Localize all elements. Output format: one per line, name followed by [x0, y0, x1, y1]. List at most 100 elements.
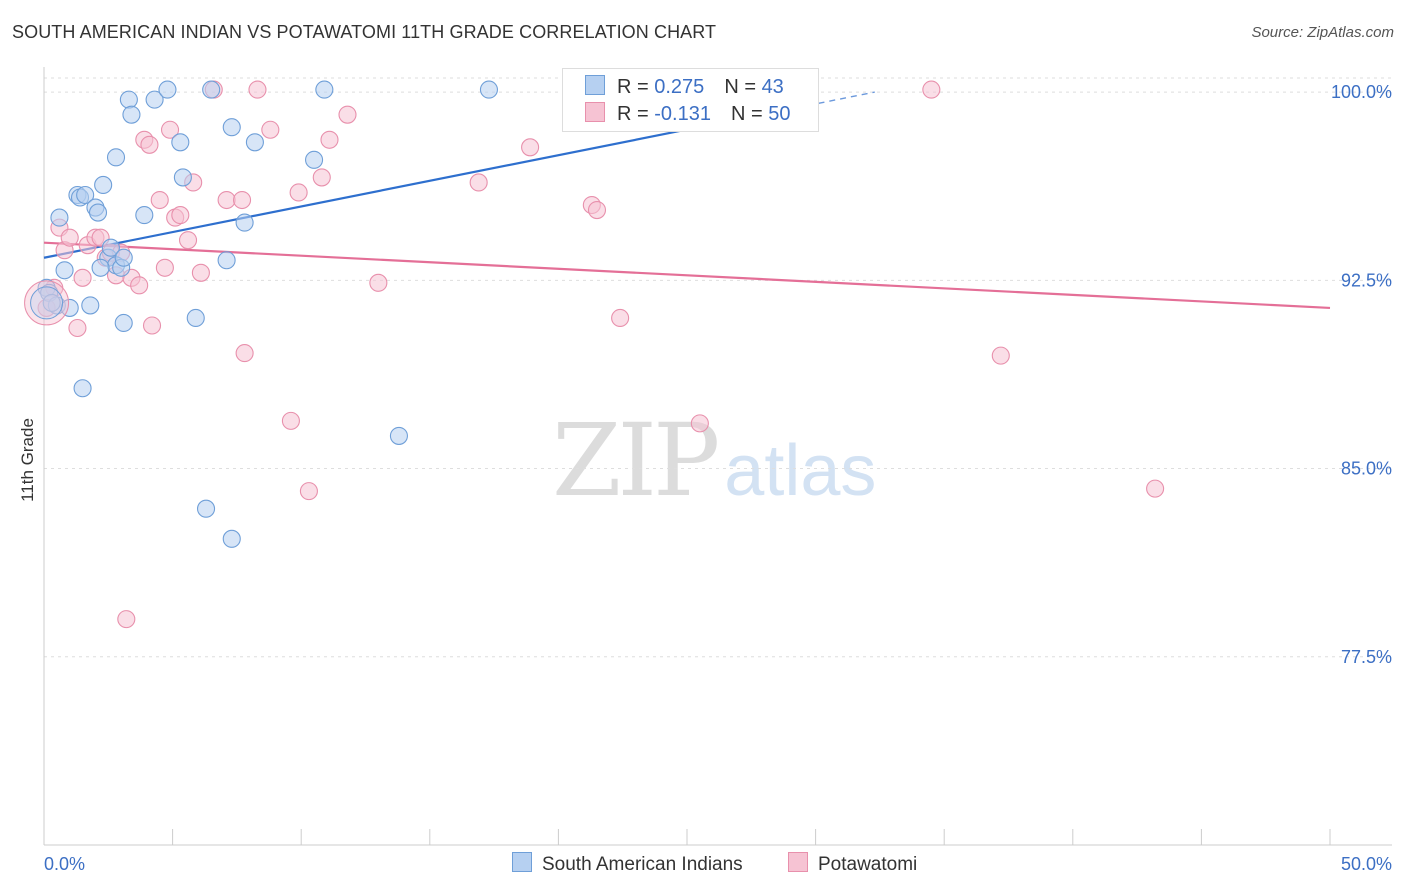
point-south-american-indians	[222, 118, 241, 137]
point-potawatomi	[991, 346, 1010, 365]
r-value: 0.275	[654, 76, 705, 98]
point-potawatomi	[469, 173, 488, 192]
point-south-american-indians	[245, 133, 264, 152]
legend-item-potawatomi[interactable]: Potawatomi	[788, 852, 917, 876]
point-south-american-indians	[101, 238, 120, 257]
tick-labels: 100.0% 92.5% 85.0% 77.5% 0.0% 50.0%	[44, 82, 1392, 874]
point-potawatomi	[191, 263, 210, 282]
n-label: N =	[724, 76, 756, 98]
chart-title: SOUTH AMERICAN INDIAN VS POTAWATOMI 11TH…	[12, 22, 717, 42]
grid-lines	[44, 77, 1392, 658]
point-potawatomi	[60, 228, 79, 247]
y-tick-label: 100.0%	[1331, 82, 1392, 102]
pink-swatch-icon	[788, 852, 808, 872]
point-potawatomi	[299, 482, 318, 501]
legend-row-pink: R = -0.131 N = 50	[585, 102, 790, 126]
point-south-american-indians	[50, 208, 69, 227]
stats-legend: R = 0.275 N = 43 R = -0.131 N = 50	[562, 68, 819, 132]
r-label: R =	[617, 76, 649, 98]
point-potawatomi	[312, 168, 331, 187]
point-south-american-indians	[158, 80, 177, 99]
point-potawatomi	[160, 120, 180, 139]
point-south-american-indians	[42, 293, 61, 312]
point-south-american-indians	[135, 206, 154, 225]
point-south-american-indians	[173, 168, 192, 187]
point-south-american-indians	[55, 261, 74, 280]
point-south-american-indians	[88, 203, 108, 222]
point-potawatomi	[369, 273, 388, 292]
r-value: -0.131	[654, 103, 711, 125]
axes	[43, 67, 1392, 846]
blue-swatch-icon	[585, 75, 605, 95]
point-potawatomi	[320, 130, 339, 149]
point-potawatomi	[922, 80, 941, 99]
n-label: N =	[730, 103, 763, 125]
point-potawatomi	[235, 344, 254, 363]
point-south-american-indians	[171, 133, 190, 152]
point-south-american-indians	[479, 80, 499, 99]
point-potawatomi	[68, 318, 87, 338]
point-south-american-indians	[76, 185, 95, 205]
point-potawatomi	[338, 105, 357, 124]
point-potawatomi	[289, 183, 308, 202]
legend-item-south-american-indians[interactable]: South American Indians	[512, 852, 743, 876]
point-south-american-indians	[389, 426, 408, 445]
y-tick-label: 85.0%	[1341, 459, 1392, 479]
point-potawatomi	[171, 206, 190, 225]
point-south-american-indians	[315, 80, 334, 99]
point-potawatomi	[130, 276, 149, 295]
y-tick-label: 77.5%	[1341, 647, 1392, 667]
point-south-american-indians	[114, 248, 133, 267]
legend-row-blue: R = 0.275 N = 43	[585, 75, 784, 99]
point-south-american-indians	[196, 499, 216, 518]
point-south-american-indians	[73, 379, 92, 398]
point-south-american-indians	[222, 529, 241, 548]
point-potawatomi	[521, 138, 540, 157]
point-potawatomi	[248, 80, 267, 99]
point-potawatomi	[178, 231, 198, 250]
point-cluster	[30, 286, 64, 320]
point-south-american-indians	[114, 313, 133, 333]
pink-swatch-icon	[585, 102, 605, 122]
point-south-american-indians	[217, 251, 236, 270]
point-potawatomi	[281, 411, 300, 430]
data-points	[24, 80, 1165, 629]
point-potawatomi	[73, 268, 92, 287]
point-potawatomi	[117, 610, 136, 629]
point-potawatomi	[1146, 479, 1165, 498]
blue-swatch-icon	[512, 852, 532, 872]
point-south-american-indians	[81, 296, 100, 315]
point-potawatomi	[142, 316, 162, 335]
point-potawatomi	[140, 135, 159, 154]
legend-label: Potawatomi	[818, 854, 918, 875]
x-tick-label: 0.0%	[44, 854, 85, 874]
point-potawatomi	[611, 308, 630, 328]
point-south-american-indians	[122, 105, 141, 124]
point-south-american-indians	[60, 298, 79, 317]
point-south-american-indians	[106, 148, 126, 167]
point-potawatomi	[587, 201, 607, 220]
source-label: Source: ZipAtlas.com	[1251, 24, 1394, 41]
point-potawatomi	[150, 190, 169, 210]
point-south-american-indians	[145, 90, 164, 109]
trend-line-potawatomi	[43, 241, 1331, 310]
point-potawatomi	[217, 190, 236, 210]
point-south-american-indians	[186, 308, 205, 328]
point-south-american-indians	[119, 90, 138, 109]
point-potawatomi	[155, 258, 174, 277]
y-tick-label: 92.5%	[1341, 270, 1392, 290]
point-potawatomi	[232, 190, 252, 210]
r-label: R =	[617, 103, 649, 125]
point-potawatomi	[261, 120, 280, 139]
point-south-american-indians	[94, 175, 113, 195]
point-south-american-indians	[91, 258, 110, 277]
point-south-american-indians	[305, 150, 324, 169]
point-south-american-indians	[235, 213, 254, 232]
legend-label: South American Indians	[542, 854, 743, 875]
point-potawatomi	[690, 414, 709, 433]
x-tick-label: 50.0%	[1341, 854, 1392, 874]
n-value: 43	[761, 76, 784, 98]
point-south-american-indians	[202, 80, 221, 99]
n-value: 50	[768, 103, 791, 125]
